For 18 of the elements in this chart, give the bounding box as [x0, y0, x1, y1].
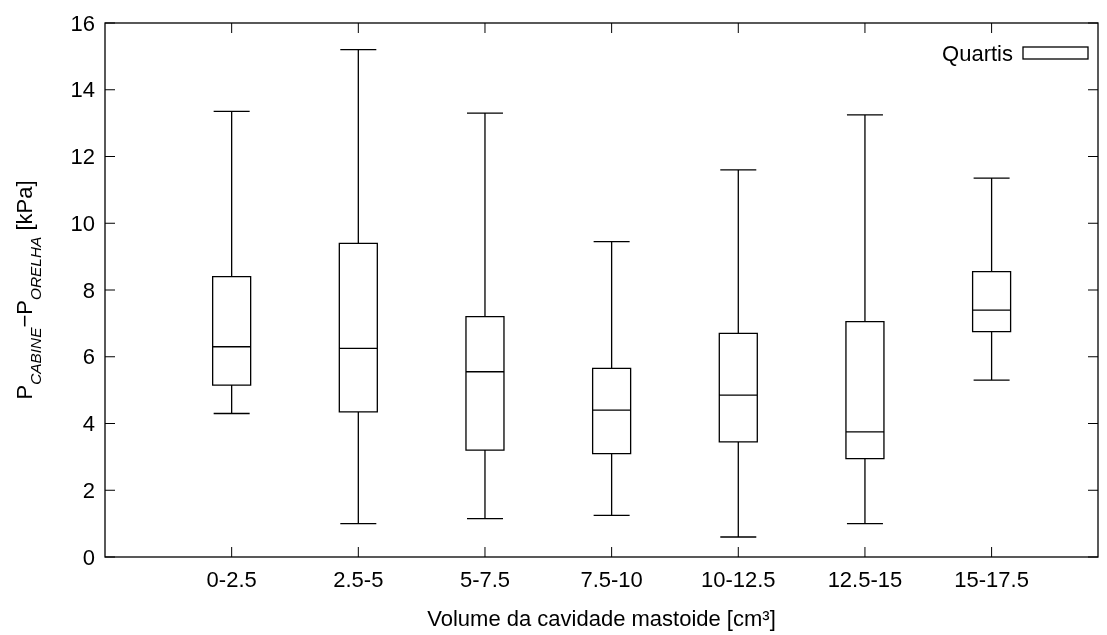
y-tick-label: 10 [70, 210, 95, 236]
x-tick-label: 2.5-5 [333, 567, 384, 592]
y-tick-label: 4 [82, 411, 95, 437]
legend-label: Quartis [942, 40, 1013, 66]
y-tick-label: 6 [82, 344, 95, 370]
x-axis-title: Volume da cavidade mastoide [cm³] [427, 606, 776, 631]
x-tick-label: 0-2.5 [206, 567, 257, 592]
y-tick-label: 14 [70, 77, 95, 103]
y-tick-label: 12 [70, 144, 95, 170]
y-tick-label: 8 [82, 277, 95, 303]
x-tick-label: 7.5-10 [580, 567, 643, 592]
y-tick-label: 2 [82, 477, 95, 503]
x-tick-label: 5-7.5 [459, 567, 511, 592]
y-tick-label: 16 [70, 10, 95, 36]
x-tick-label: 15-17.5 [954, 567, 1029, 592]
x-tick-label: 12.5-15 [827, 567, 903, 592]
x-tick-label: 10-12.5 [700, 567, 776, 592]
y-tick-label: 0 [82, 544, 95, 570]
